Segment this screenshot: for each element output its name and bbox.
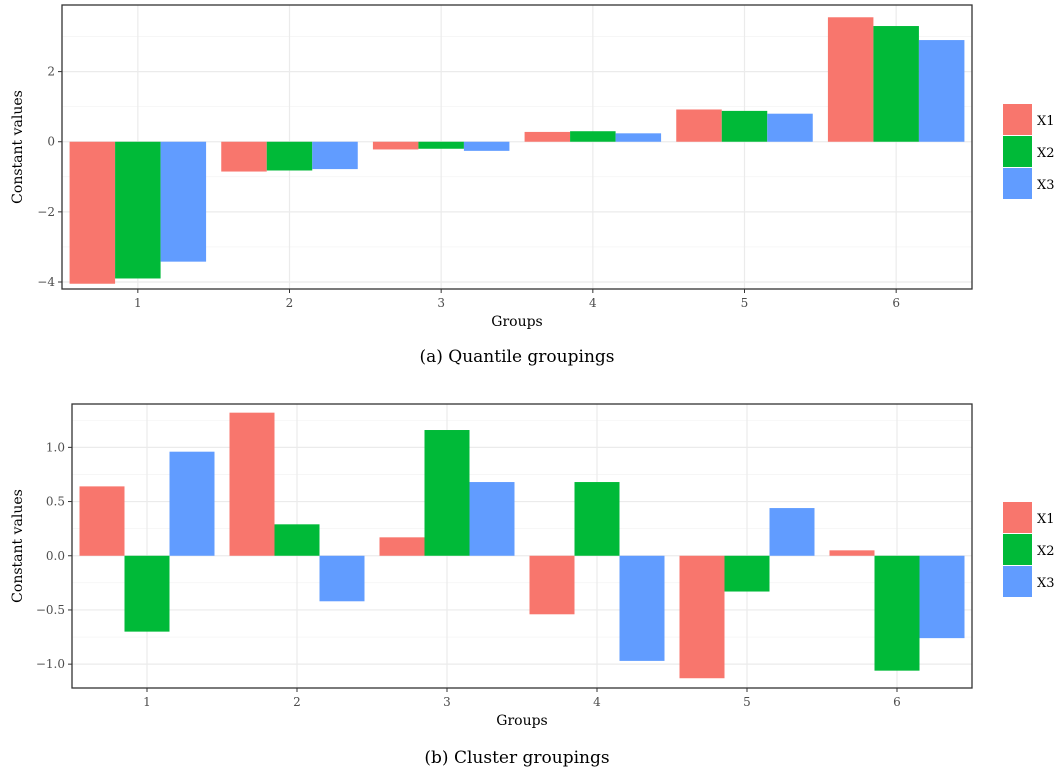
y-tick-label: −4 bbox=[37, 275, 55, 289]
y-tick-label: −1.0 bbox=[36, 657, 65, 671]
bars bbox=[79, 412, 965, 679]
legend-swatch-x1 bbox=[1003, 502, 1032, 533]
chart-a-quantile-groupings: −4 −2 0 2 1 2 3 4 5 6 Groups Constant values X1 X2 X3 (… bbox=[10, 4, 1055, 367]
bar-x2-group-1 bbox=[115, 141, 161, 279]
x-tick-label: 2 bbox=[286, 296, 294, 310]
y-tick-label: 0 bbox=[47, 135, 55, 149]
legend-swatch-x2 bbox=[1003, 534, 1032, 565]
grid bbox=[62, 5, 972, 289]
chart-b-cluster-groupings: −1.0 −0.5 0.0 0.5 1.0 1 2 3 4 5 6 Groups Constant va… bbox=[10, 403, 1055, 768]
x-tick-label: 6 bbox=[893, 695, 901, 709]
bar-x2-group-4 bbox=[574, 482, 620, 556]
x-tick-label: 1 bbox=[143, 695, 151, 709]
bar-x3-group-1 bbox=[160, 141, 207, 262]
legend-label-x2: X2 bbox=[1037, 146, 1055, 161]
y-tick-label: −2 bbox=[37, 205, 55, 219]
bar-x2-group-3 bbox=[424, 430, 470, 556]
legend-label-x2: X2 bbox=[1037, 544, 1055, 559]
y-axis-title: Constant values bbox=[10, 489, 26, 603]
bar-x1-group-1 bbox=[79, 486, 125, 556]
bar-x3-group-5 bbox=[767, 113, 813, 142]
x-tick-label: 3 bbox=[443, 695, 451, 709]
bar-x1-group-6 bbox=[827, 17, 874, 142]
legend-swatch-x3 bbox=[1003, 566, 1032, 597]
bar-x3-group-4 bbox=[615, 133, 662, 142]
bar-x3-group-3 bbox=[463, 141, 510, 151]
bar-x1-group-5 bbox=[679, 555, 725, 679]
bar-x1-group-1 bbox=[69, 141, 116, 284]
legend-label-x1: X1 bbox=[1037, 512, 1055, 527]
x-axis-title: Groups bbox=[491, 314, 542, 330]
x-tick-label: 4 bbox=[593, 695, 601, 709]
figure-caption: (b) Cluster groupings bbox=[424, 748, 609, 768]
bar-x1-group-4 bbox=[529, 555, 575, 615]
y-axis: −1.0 −0.5 0.0 0.5 1.0 bbox=[36, 440, 72, 671]
panel-border bbox=[61, 4, 973, 290]
bar-x3-group-6 bbox=[918, 40, 965, 142]
bar-x1-group-4 bbox=[524, 131, 571, 142]
y-tick-label: 1.0 bbox=[46, 440, 65, 454]
bar-x2-group-2 bbox=[266, 141, 313, 171]
bar-x2-group-6 bbox=[874, 555, 920, 671]
x-tick-label: 4 bbox=[589, 296, 597, 310]
y-tick-label: 2 bbox=[47, 65, 55, 79]
bar-x3-group-4 bbox=[619, 555, 665, 661]
bar-x1-group-2 bbox=[221, 141, 267, 172]
y-tick-label: 0.0 bbox=[46, 549, 65, 563]
bar-x3-group-1 bbox=[169, 451, 215, 556]
bar-x3-group-3 bbox=[469, 482, 515, 556]
bar-x3-group-5 bbox=[769, 508, 815, 556]
legend-swatch-x2 bbox=[1003, 136, 1032, 167]
x-tick-label: 1 bbox=[134, 296, 142, 310]
bar-x2-group-6 bbox=[873, 26, 919, 142]
legend-swatch-x1 bbox=[1003, 104, 1032, 135]
legend: X1 X2 X3 bbox=[1003, 502, 1055, 597]
x-axis-title: Groups bbox=[496, 713, 547, 729]
bars bbox=[69, 17, 965, 284]
legend-label-x3: X3 bbox=[1037, 178, 1055, 193]
bar-x2-group-2 bbox=[274, 524, 320, 556]
x-axis: 1 2 3 4 5 6 bbox=[134, 289, 900, 310]
y-tick-label: 0.5 bbox=[46, 495, 65, 509]
bar-x3-group-6 bbox=[919, 555, 965, 639]
x-axis: 1 2 3 4 5 6 bbox=[143, 688, 901, 709]
bar-x1-group-5 bbox=[676, 109, 722, 142]
legend-swatch-x3 bbox=[1003, 168, 1032, 199]
bar-x2-group-4 bbox=[570, 131, 616, 142]
bar-x2-group-5 bbox=[724, 555, 770, 592]
bar-x2-group-1 bbox=[124, 555, 170, 632]
bar-x3-group-2 bbox=[319, 555, 365, 602]
legend-label-x1: X1 bbox=[1037, 114, 1055, 129]
legend-label-x3: X3 bbox=[1037, 576, 1055, 591]
bar-x2-group-5 bbox=[721, 110, 768, 142]
y-axis-title: Constant values bbox=[10, 90, 26, 204]
bar-x3-group-2 bbox=[312, 141, 358, 170]
y-tick-label: −0.5 bbox=[36, 603, 65, 617]
x-tick-label: 6 bbox=[892, 296, 900, 310]
legend: X1 X2 X3 bbox=[1003, 104, 1055, 199]
bar-x1-group-3 bbox=[379, 537, 425, 556]
x-tick-label: 3 bbox=[437, 296, 445, 310]
bar-x1-group-3 bbox=[372, 141, 419, 150]
figure-caption: (a) Quantile groupings bbox=[419, 347, 614, 367]
bar-x2-group-3 bbox=[418, 141, 464, 149]
x-tick-label: 5 bbox=[743, 695, 751, 709]
panel-border bbox=[71, 403, 973, 689]
x-tick-label: 5 bbox=[741, 296, 749, 310]
x-tick-label: 2 bbox=[293, 695, 301, 709]
y-axis: −4 −2 0 2 bbox=[37, 65, 62, 289]
bar-x1-group-2 bbox=[229, 412, 275, 556]
bar-x1-group-6 bbox=[829, 550, 875, 556]
